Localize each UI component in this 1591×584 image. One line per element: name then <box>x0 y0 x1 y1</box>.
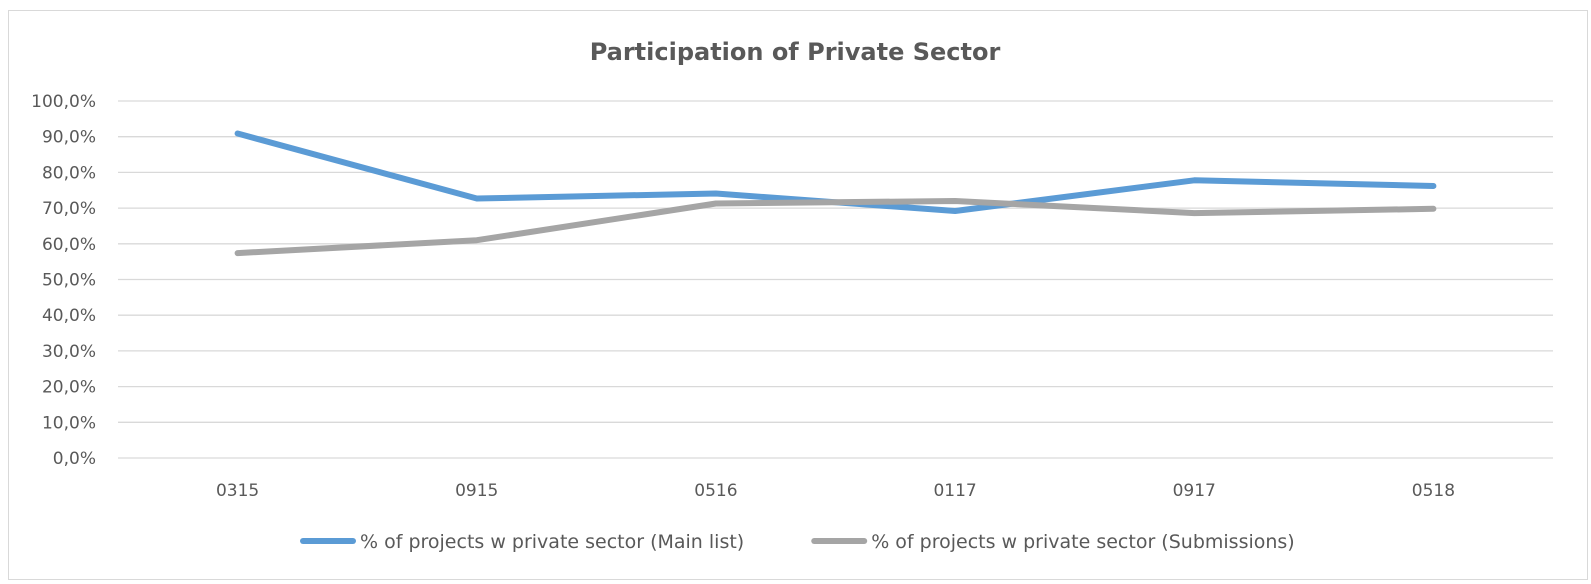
y-tick-label: 50,0% <box>42 271 96 291</box>
y-axis-tick-labels: 0,0% 10,0% 20,0% 30,0% 40,0% 50,0% 60,0% 70,0% 8… <box>31 92 96 469</box>
legend-label: % of projects w private sector (Main lis… <box>360 531 744 553</box>
x-tick-label: 0915 <box>455 481 498 501</box>
y-tick-label: 10,0% <box>42 413 96 433</box>
y-tick-label: 20,0% <box>42 378 96 398</box>
chart-frame <box>8 10 1588 580</box>
y-tick-label: 40,0% <box>42 306 96 326</box>
y-tick-label: 90,0% <box>42 128 96 148</box>
x-axis-tick-labels: 0315 0915 0516 0117 0917 0518 <box>216 481 1455 501</box>
chart-title: Participation of Private Sector <box>590 38 1001 66</box>
series-lines <box>234 130 1437 257</box>
x-tick-label: 0516 <box>694 481 737 501</box>
y-tick-label: 80,0% <box>42 163 96 183</box>
x-tick-label: 0917 <box>1173 481 1216 501</box>
legend: % of projects w private sector (Main lis… <box>300 531 1295 553</box>
y-tick-label: 0,0% <box>53 449 96 469</box>
y-tick-label: 100,0% <box>31 92 96 112</box>
x-tick-label: 0315 <box>216 481 259 501</box>
y-tick-label: 30,0% <box>42 342 96 362</box>
y-tick-label: 70,0% <box>42 199 96 219</box>
y-tick-label: 60,0% <box>42 235 96 255</box>
x-tick-label: 0518 <box>1412 481 1455 501</box>
x-tick-label: 0117 <box>933 481 976 501</box>
legend-label: % of projects w private sector (Submissi… <box>871 531 1295 553</box>
series-line-2 <box>234 198 1437 257</box>
gridlines <box>118 100 1553 459</box>
